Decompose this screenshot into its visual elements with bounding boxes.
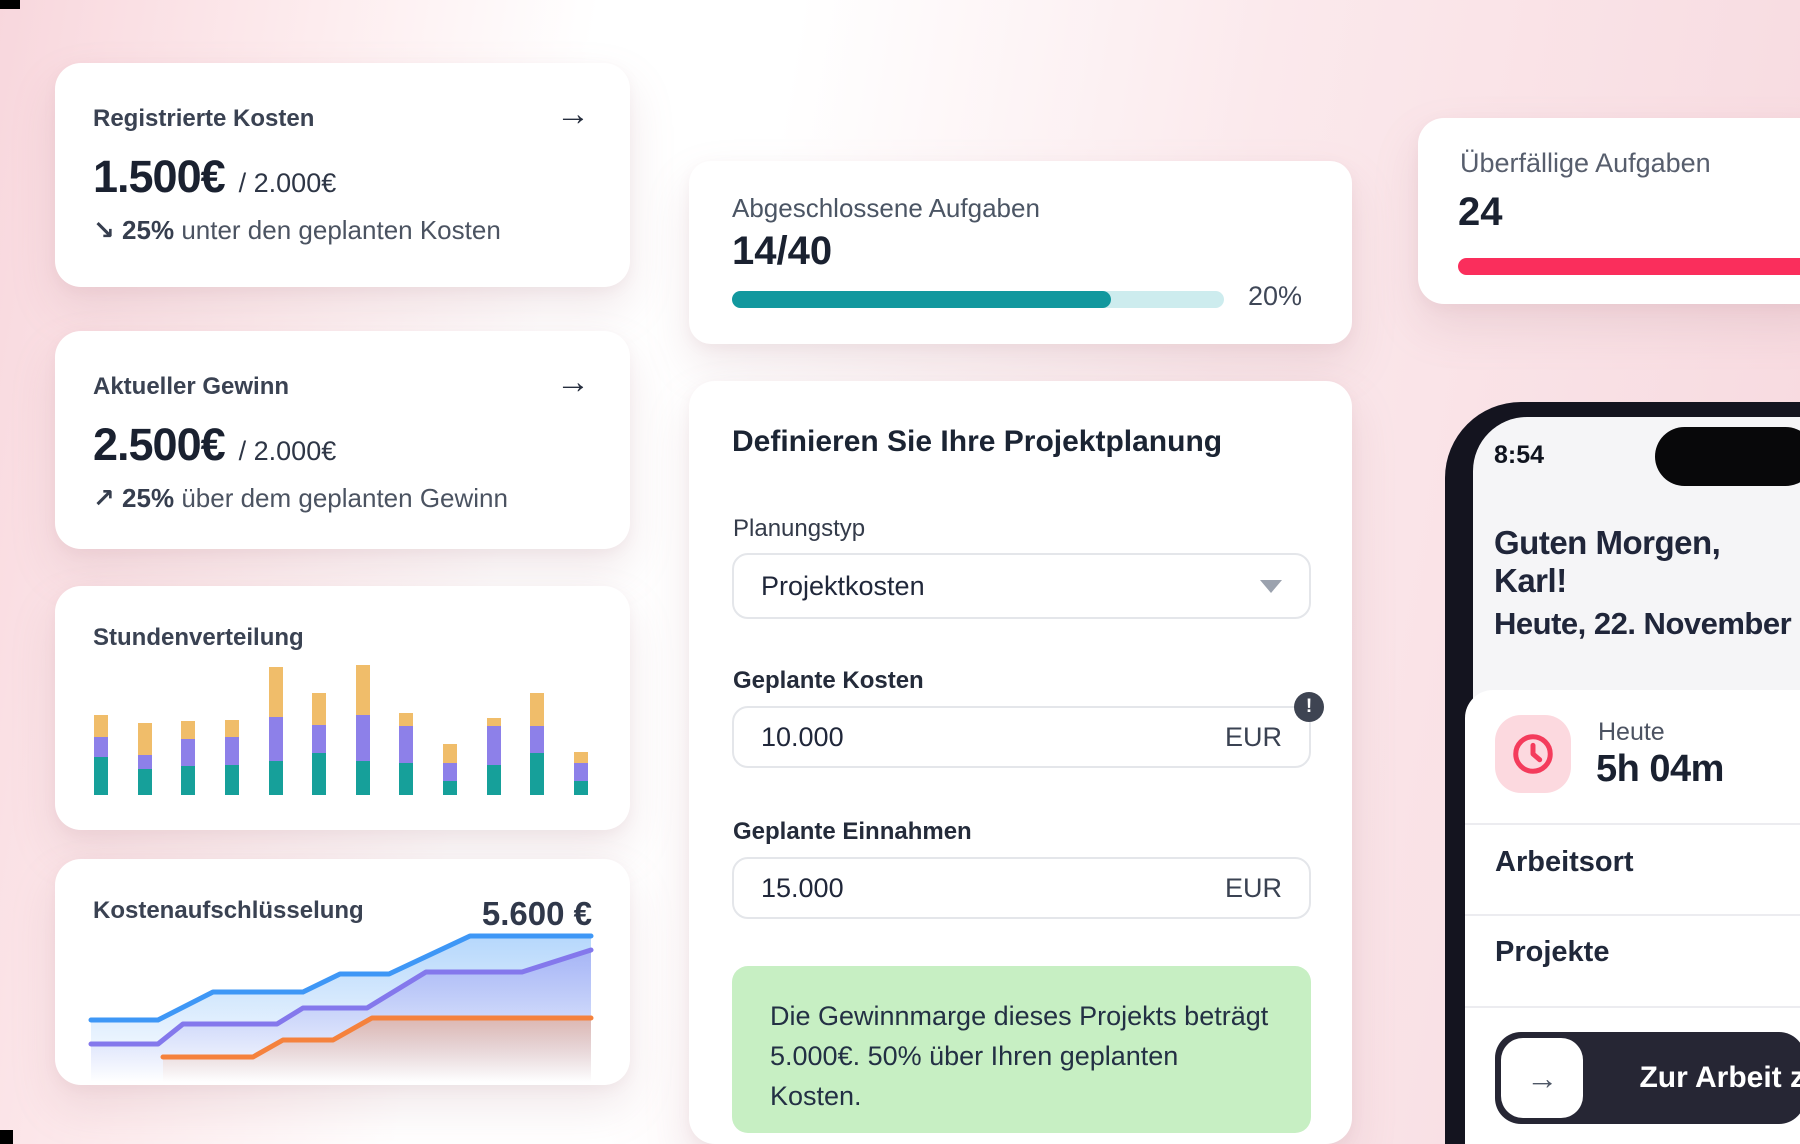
completed-tasks-title: Abgeschlossene Aufgaben	[732, 193, 1040, 223]
planning-type-select[interactable]: Projektkosten	[732, 553, 1311, 619]
overdue-tasks-card: Überfällige Aufgaben 24	[1418, 118, 1800, 304]
zur-arbeit-button[interactable]: → Zur Arbeit z	[1495, 1032, 1800, 1124]
cost-breakdown-title: Kostenaufschlüsselung	[93, 897, 364, 924]
planned-revenue-input[interactable]: 15.000 EUR	[732, 857, 1311, 919]
divider	[1465, 1006, 1800, 1008]
stacked-bar	[312, 692, 327, 795]
overdue-tasks-title: Überfällige Aufgaben	[1460, 148, 1711, 178]
stacked-bar	[486, 718, 501, 795]
stacked-bar	[181, 721, 196, 795]
stacked-bar	[573, 751, 588, 795]
trend-up-icon: ↗	[93, 483, 115, 513]
chevron-down-icon	[1260, 579, 1282, 593]
completed-tasks-value: 14/40	[732, 229, 833, 273]
today-hours-value: 5h 04m	[1596, 748, 1724, 790]
profit-margin-infobox: Die Gewinnmarge dieses Projekts beträgt …	[732, 966, 1311, 1133]
stacked-bar	[137, 723, 152, 795]
planned-revenue-value: 15.000	[761, 872, 844, 903]
greeting-text: Guten Morgen, Karl!	[1494, 524, 1721, 599]
progress-fill	[732, 291, 1111, 308]
current-profit-card: Aktueller Gewinn → 2.500€ / 2.000€ ↗ 25%…	[55, 331, 630, 549]
dynamic-island	[1655, 427, 1800, 486]
completed-tasks-card: Abgeschlossene Aufgaben 14/40 20%	[689, 161, 1352, 344]
project-planning-card: Definieren Sie Ihre Projektplanung Planu…	[689, 381, 1352, 1144]
trend-down-icon: ↘	[93, 215, 115, 245]
stacked-bar	[530, 692, 545, 795]
stacked-bar	[224, 719, 239, 795]
divider	[1465, 914, 1800, 916]
progress-track	[732, 291, 1224, 308]
form-title: Definieren Sie Ihre Projektplanung	[732, 425, 1223, 458]
area-chart	[88, 933, 594, 1082]
planning-type-value: Projektkosten	[761, 570, 925, 601]
list-item-projekte[interactable]: Projekte	[1495, 936, 1610, 968]
status-bar-time: 8:54	[1494, 441, 1545, 469]
hours-distribution-title: Stundenverteilung	[93, 624, 304, 651]
completed-tasks-percent: 20%	[1247, 281, 1302, 311]
stacked-bar	[355, 665, 370, 795]
today-label: Heute	[1598, 718, 1665, 746]
registered-costs-target: / 2.000€	[238, 168, 337, 198]
stacked-bar	[268, 667, 283, 795]
current-profit-trend: ↗ 25% über dem geplanten Gewinn	[93, 483, 508, 513]
current-profit-title: Aktueller Gewinn	[93, 373, 290, 400]
corner-mark-top-left	[0, 0, 20, 9]
overdue-tasks-value: 24	[1458, 190, 1503, 234]
planning-type-label: Planungstyp	[733, 515, 866, 542]
currency-label: EUR	[1224, 872, 1282, 903]
stacked-bar-chart	[94, 663, 588, 795]
arrow-right-icon[interactable]: →	[556, 363, 590, 401]
phone-list-panel: Heute 5h 04m Arbeitsort Projekte → Zur A…	[1465, 690, 1800, 1144]
arrow-right-icon[interactable]: →	[556, 95, 590, 133]
current-profit-target: / 2.000€	[238, 436, 337, 466]
arrow-right-icon: →	[1501, 1038, 1584, 1118]
registered-costs-value: 1.500€	[93, 151, 226, 202]
currency-label: EUR	[1224, 721, 1282, 752]
stacked-bar	[443, 743, 457, 795]
planned-costs-value: 10.000	[761, 721, 844, 752]
current-profit-value: 2.500€	[93, 419, 226, 470]
overdue-tasks-bar	[1458, 258, 1800, 275]
registered-costs-card: Registrierte Kosten → 1.500€ / 2.000€ ↘ …	[55, 63, 630, 287]
date-text: Heute, 22. November	[1494, 606, 1792, 641]
planned-revenue-label: Geplante Einnahmen	[733, 818, 972, 845]
stacked-bar	[399, 713, 414, 795]
registered-costs-title: Registrierte Kosten	[93, 105, 315, 132]
planned-costs-label: Geplante Kosten	[733, 667, 924, 694]
planned-costs-input[interactable]: 10.000 EUR	[732, 706, 1311, 768]
clock-icon	[1495, 715, 1571, 793]
divider	[1465, 823, 1800, 825]
zur-arbeit-label: Zur Arbeit z	[1639, 1061, 1800, 1094]
warning-badge-icon[interactable]: !	[1294, 692, 1324, 722]
cost-breakdown-total: 5.600 €	[481, 895, 592, 932]
cost-breakdown-card: Kostenaufschlüsselung 5.600 €	[55, 859, 630, 1085]
hours-distribution-card: Stundenverteilung	[55, 586, 630, 830]
list-item-arbeitsort[interactable]: Arbeitsort	[1495, 846, 1634, 878]
corner-mark-bottom-left	[0, 1130, 13, 1144]
registered-costs-trend: ↘ 25% unter den geplanten Kosten	[93, 215, 501, 245]
stacked-bar	[94, 715, 108, 795]
